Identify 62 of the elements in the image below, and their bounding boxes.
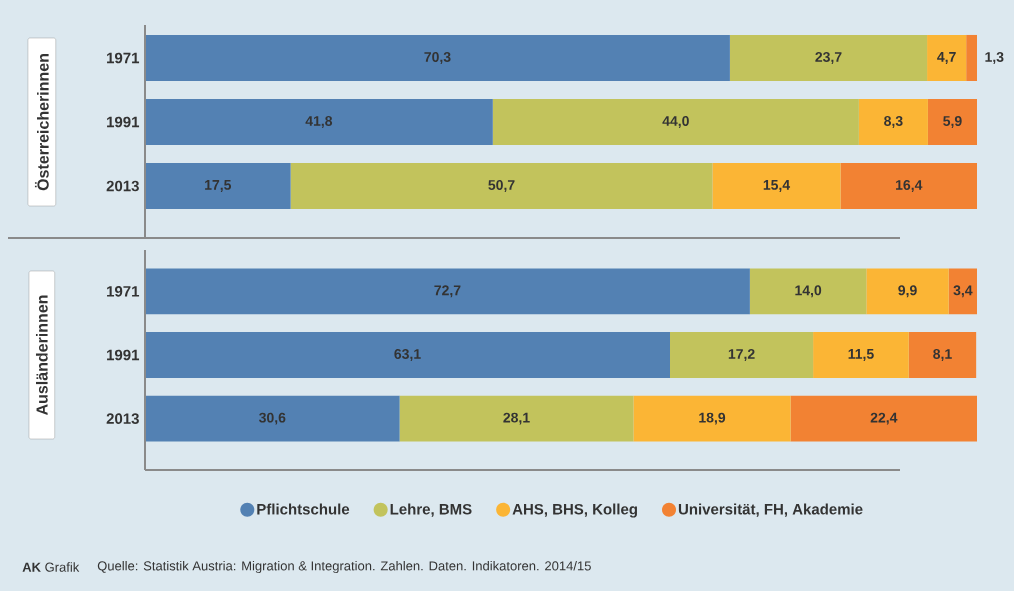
- y-tick-label: 1991: [107, 349, 140, 361]
- bar: [840, 162, 977, 210]
- bar: [145, 395, 400, 442]
- legend-label: Universität, FH, Akademie: [678, 503, 863, 517]
- data-label: 50,7: [488, 180, 515, 192]
- bar: [858, 98, 928, 146]
- bar: [866, 268, 949, 315]
- bar: [145, 332, 670, 378]
- bar: [966, 34, 977, 82]
- data-label: 8,1: [933, 349, 952, 361]
- y-axis-title: Österreicherinnen: [34, 54, 49, 191]
- bar: [908, 332, 977, 378]
- data-label: 17,2: [728, 349, 755, 361]
- y-axis-title: Ausländerinnen: [35, 295, 48, 416]
- data-label: 3,4: [953, 285, 973, 298]
- data-label: 70,3: [424, 52, 451, 64]
- bar: [948, 268, 977, 315]
- bar: [145, 98, 493, 146]
- data-label: 28,1: [503, 412, 530, 425]
- data-label: 16,4: [896, 180, 923, 192]
- data-label: 9,9: [898, 285, 917, 298]
- text: AK Grafik: [22, 562, 80, 572]
- data-label: 30,6: [259, 412, 286, 425]
- data-label: 63,1: [394, 349, 421, 361]
- data-label: 72,7: [434, 285, 461, 298]
- bar: [813, 332, 909, 378]
- bar: [145, 34, 730, 82]
- bar: [712, 162, 841, 210]
- bar: [749, 268, 867, 315]
- y-tick-label: 1991: [107, 116, 140, 128]
- y-tick-label: 2013: [106, 413, 139, 424]
- data-label: 8,3: [884, 116, 903, 128]
- data-label: 17,5: [205, 180, 232, 192]
- bar: [290, 162, 713, 210]
- legend-label: AHS, BHS, Kolleg: [512, 503, 637, 518]
- legend-label: Pflichtschule: [257, 503, 350, 515]
- bar: [145, 162, 291, 210]
- bar: [729, 34, 928, 82]
- data-label: 22,4: [870, 412, 898, 425]
- y-tick-label: 1971: [107, 286, 140, 297]
- bar: [927, 98, 977, 146]
- bar: [492, 98, 859, 146]
- bar: [670, 332, 814, 378]
- bar: [633, 395, 791, 442]
- y-tick-label: 2013: [106, 180, 139, 192]
- bar: [399, 395, 634, 442]
- data-label: 23,7: [815, 52, 842, 64]
- data-label: 18,9: [699, 412, 726, 425]
- y-tick-label: 1971: [107, 52, 140, 64]
- data-label: 44,0: [662, 116, 689, 128]
- data-label: 1,3: [985, 52, 1004, 64]
- data-label: 11,5: [848, 349, 874, 361]
- data-label: 4,7: [937, 52, 956, 64]
- data-label: 14,0: [795, 285, 822, 298]
- data-label: 5,9: [943, 116, 962, 128]
- bar: [145, 268, 750, 315]
- bar: [927, 34, 967, 82]
- legend-label: Lehre, BMS: [390, 503, 472, 517]
- data-label: 15,4: [763, 180, 791, 192]
- data-label: 41,8: [305, 116, 333, 128]
- bar: [790, 395, 977, 442]
- source-note: Quelle: Statistik Austria: Migration & Integration. Zahlen. Daten. Indikatoren. 2014/15: [97, 560, 591, 574]
